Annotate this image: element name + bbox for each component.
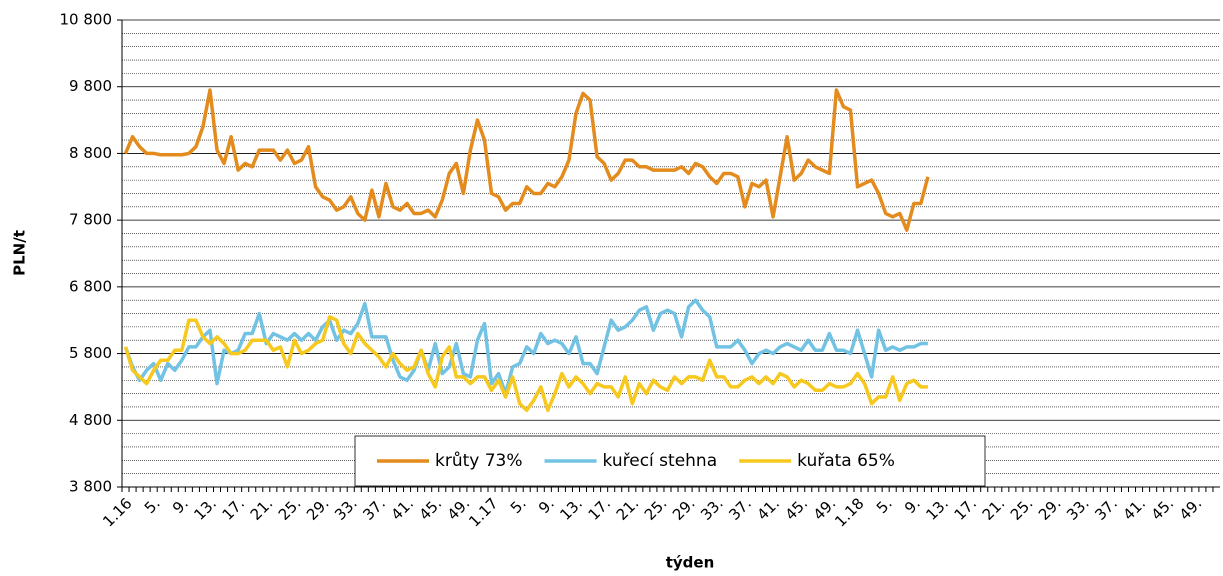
x-axis-title: týden [666, 554, 715, 572]
series-line [123, 88, 930, 232]
y-tick-label: 10 800 [60, 11, 113, 29]
legend-label: kuřata 65% [797, 451, 895, 471]
y-tick-label: 9 800 [69, 77, 112, 95]
series-line [123, 298, 928, 396]
legend-box [354, 435, 986, 487]
y-tick-label: 4 800 [69, 411, 112, 429]
y-tick-label: 8 800 [69, 144, 112, 162]
y-tick-label: 5 800 [69, 344, 112, 362]
y-tick-label: 3 800 [69, 478, 112, 496]
y-axis-title: PLN/t [11, 230, 29, 276]
y-tick-label: 6 800 [69, 277, 112, 295]
legend-label: kuřecí stehna [603, 451, 718, 471]
legend: krůty 73% kuřecí stehna kuřata 65% [377, 451, 895, 471]
legend-label: krůty 73% [435, 451, 523, 471]
y-tick-label: 7 800 [69, 211, 112, 229]
series-line [123, 315, 928, 413]
